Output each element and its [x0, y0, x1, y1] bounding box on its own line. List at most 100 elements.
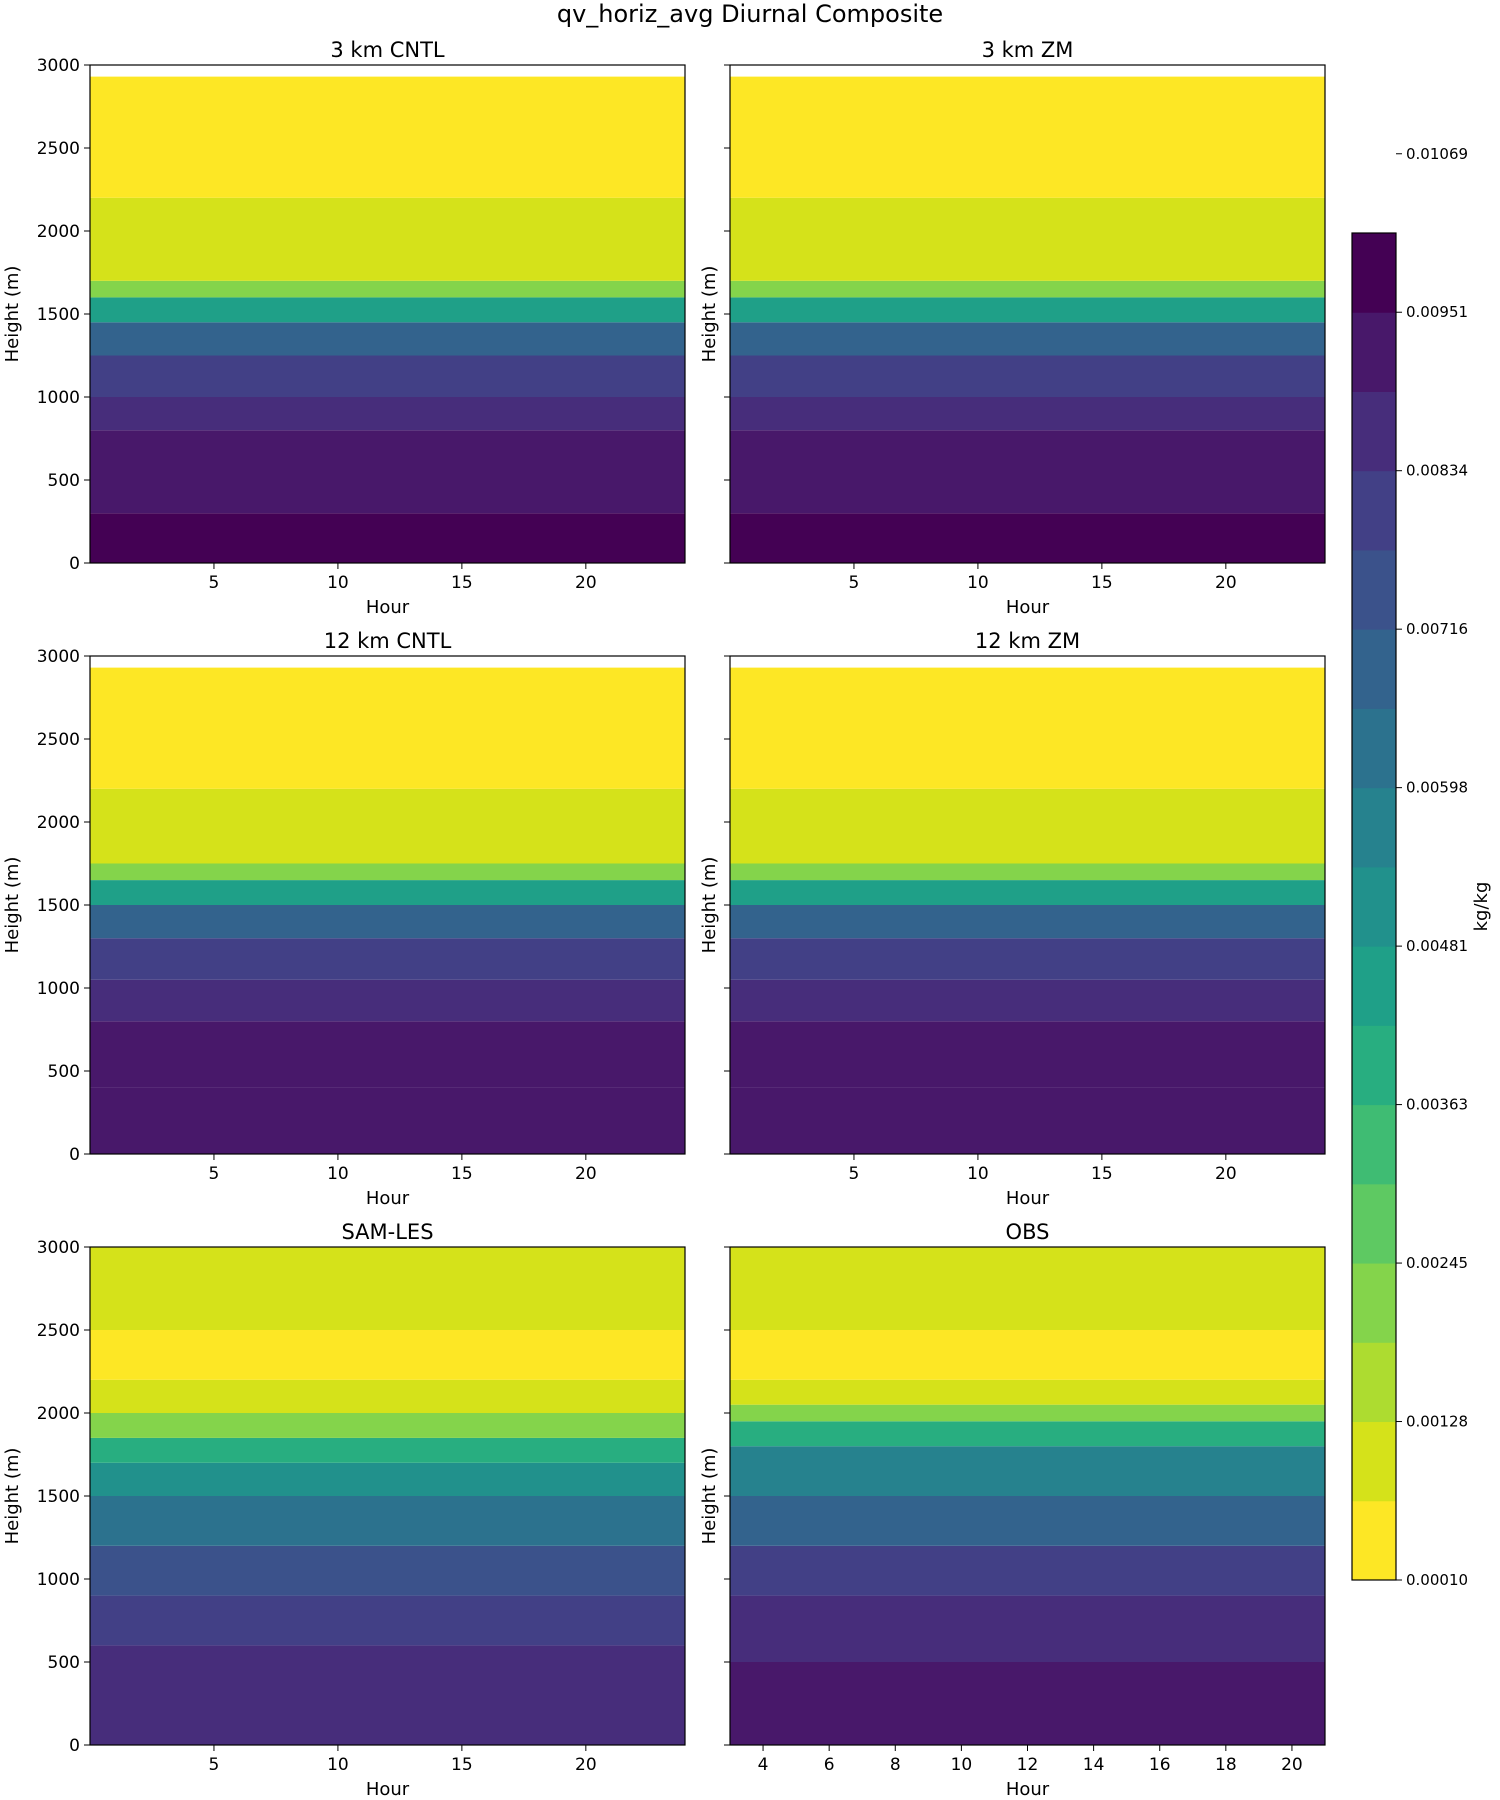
colorbar-band	[1352, 391, 1396, 472]
figure-title: qv_horiz_avg Diurnal Composite	[557, 0, 943, 28]
contour-band	[90, 297, 685, 323]
contour-band	[730, 1545, 1325, 1596]
contour-band	[730, 297, 1325, 323]
y-tick-label: 1000	[37, 979, 80, 999]
colorbar-tick-label: 0.01069	[1406, 145, 1468, 163]
panel-title: OBS	[1006, 1220, 1050, 1244]
colorbar-band	[1352, 470, 1396, 551]
x-tick-label: 10	[951, 1755, 973, 1775]
colorbar-tick-label: 0.00834	[1406, 462, 1468, 480]
colorbar-band	[1352, 1104, 1396, 1185]
contour-band	[90, 1413, 685, 1438]
colorbar: 0.00010 0.00128 0.00245 0.00363 0.00481 0.005…	[1351, 145, 1492, 1589]
x-tick-label: 5	[209, 573, 220, 593]
x-tick-label: 20	[575, 1164, 597, 1184]
colorbar-band	[1352, 708, 1396, 789]
contour-band	[90, 1021, 685, 1088]
contour-band	[90, 880, 685, 905]
panel-title: 12 km ZM	[975, 629, 1080, 653]
colorbar-tick-label: 0.00128	[1406, 1413, 1468, 1431]
contour-band	[90, 76, 685, 198]
y-axis-label: Height (m)	[2, 1448, 23, 1545]
x-tick-label: 6	[824, 1755, 835, 1775]
contour-band	[730, 1421, 1325, 1447]
y-axis-label: Height (m)	[699, 266, 720, 363]
contour-band	[730, 1404, 1325, 1422]
y-axis-label: Height (m)	[699, 1448, 720, 1545]
contour-band	[90, 355, 685, 397]
colorbar-band	[1352, 549, 1396, 630]
x-tick-label: 5	[209, 1164, 220, 1184]
y-axis-label: Height (m)	[2, 266, 23, 363]
contour-band	[730, 880, 1325, 905]
contour-band	[90, 197, 685, 281]
y-tick-label: 3000	[37, 647, 80, 667]
contour-band	[90, 513, 685, 563]
y-tick-label: 2500	[37, 1321, 80, 1341]
y-axis-label: Height (m)	[2, 857, 23, 954]
colorbar-band	[1352, 1421, 1396, 1502]
panel-3: 12 km CNTL 5 10 15 20 Hour 0 500 1000 1500 2000 250…	[2, 629, 686, 1209]
colorbar-tick-label: 0.00363	[1406, 1096, 1468, 1114]
y-tick-label: 500	[48, 1653, 80, 1673]
contour-band	[730, 1662, 1325, 1745]
colorbar-band	[1352, 1500, 1396, 1581]
colorbar-band	[1352, 1263, 1396, 1343]
colorbar-tick-label: 0.00245	[1406, 1254, 1468, 1272]
contour-band	[730, 397, 1325, 431]
panel-4: 12 km ZM 5 10 15 20 Hour Height (m)	[699, 629, 1326, 1209]
x-axis-label: Hour	[366, 1779, 410, 1800]
contour-band	[90, 1247, 685, 1330]
x-axis-label: Hour	[1006, 1779, 1050, 1800]
x-tick-label: 5	[849, 573, 860, 593]
contour-band	[730, 355, 1325, 397]
contour-band	[730, 1595, 1325, 1662]
x-tick-label: 8	[890, 1755, 901, 1775]
panels: 3 km CNTL 5 10 15 20 Hour 0 500 1000 1500 2000 2500…	[2, 38, 1326, 1800]
y-tick-label: 2000	[37, 813, 80, 833]
x-tick-label: 15	[451, 1164, 473, 1184]
x-tick-label: 20	[1281, 1755, 1303, 1775]
panel-5: SAM-LES 5 10 15 20 Hour 0 500 1000 1500 2000 2500 30…	[2, 1220, 686, 1800]
contour-band	[730, 280, 1325, 298]
contour-band	[90, 1645, 685, 1745]
panel-1: 3 km CNTL 5 10 15 20 Hour 0 500 1000 1500 2000 2500…	[2, 38, 686, 618]
y-tick-label: 500	[48, 471, 80, 491]
y-tick-label: 3000	[37, 1238, 80, 1258]
contour-band	[90, 863, 685, 881]
x-axis-label: Hour	[366, 1188, 410, 1209]
x-tick-label: 5	[849, 1164, 860, 1184]
x-tick-label: 10	[967, 1164, 989, 1184]
y-tick-label: 0	[69, 1736, 80, 1756]
contour-band	[90, 938, 685, 980]
contour-band	[730, 1330, 1325, 1380]
y-tick-label: 2500	[37, 730, 80, 750]
x-axis-label: Hour	[366, 597, 410, 618]
y-tick-label: 1500	[37, 1487, 80, 1507]
contour-band	[730, 1021, 1325, 1088]
contour-band	[90, 280, 685, 298]
panel-title: SAM-LES	[341, 1220, 433, 1244]
contour-band	[90, 397, 685, 431]
y-tick-label: 500	[48, 1062, 80, 1082]
x-tick-label: 18	[1215, 1755, 1237, 1775]
panel-title: 3 km ZM	[982, 38, 1074, 62]
panel-title: 3 km CNTL	[330, 38, 445, 62]
panel-2: 3 km ZM 5 10 15 20 Hour Height (m)	[699, 38, 1326, 618]
x-tick-label: 16	[1149, 1755, 1171, 1775]
colorbar-band	[1352, 1183, 1396, 1264]
colorbar-tick-label: 0.00598	[1406, 779, 1468, 797]
y-tick-label: 0	[69, 1145, 80, 1165]
x-tick-label: 10	[327, 1164, 349, 1184]
contour-band	[730, 788, 1325, 864]
panel-6: OBS 4 6 8 10 12 14 16 18 20 Hour Height (m)	[699, 1220, 1326, 1800]
y-tick-label: 3000	[37, 56, 80, 76]
y-tick-label: 2500	[37, 139, 80, 159]
contour-band	[90, 1545, 685, 1596]
contour-band	[90, 1379, 685, 1413]
contour-band	[730, 430, 1325, 514]
x-axis-label: Hour	[1006, 1188, 1050, 1209]
colorbar-band	[1352, 312, 1396, 392]
x-axis-label: Hour	[1006, 597, 1050, 618]
colorbar-tick-label: 0.00716	[1406, 620, 1468, 638]
